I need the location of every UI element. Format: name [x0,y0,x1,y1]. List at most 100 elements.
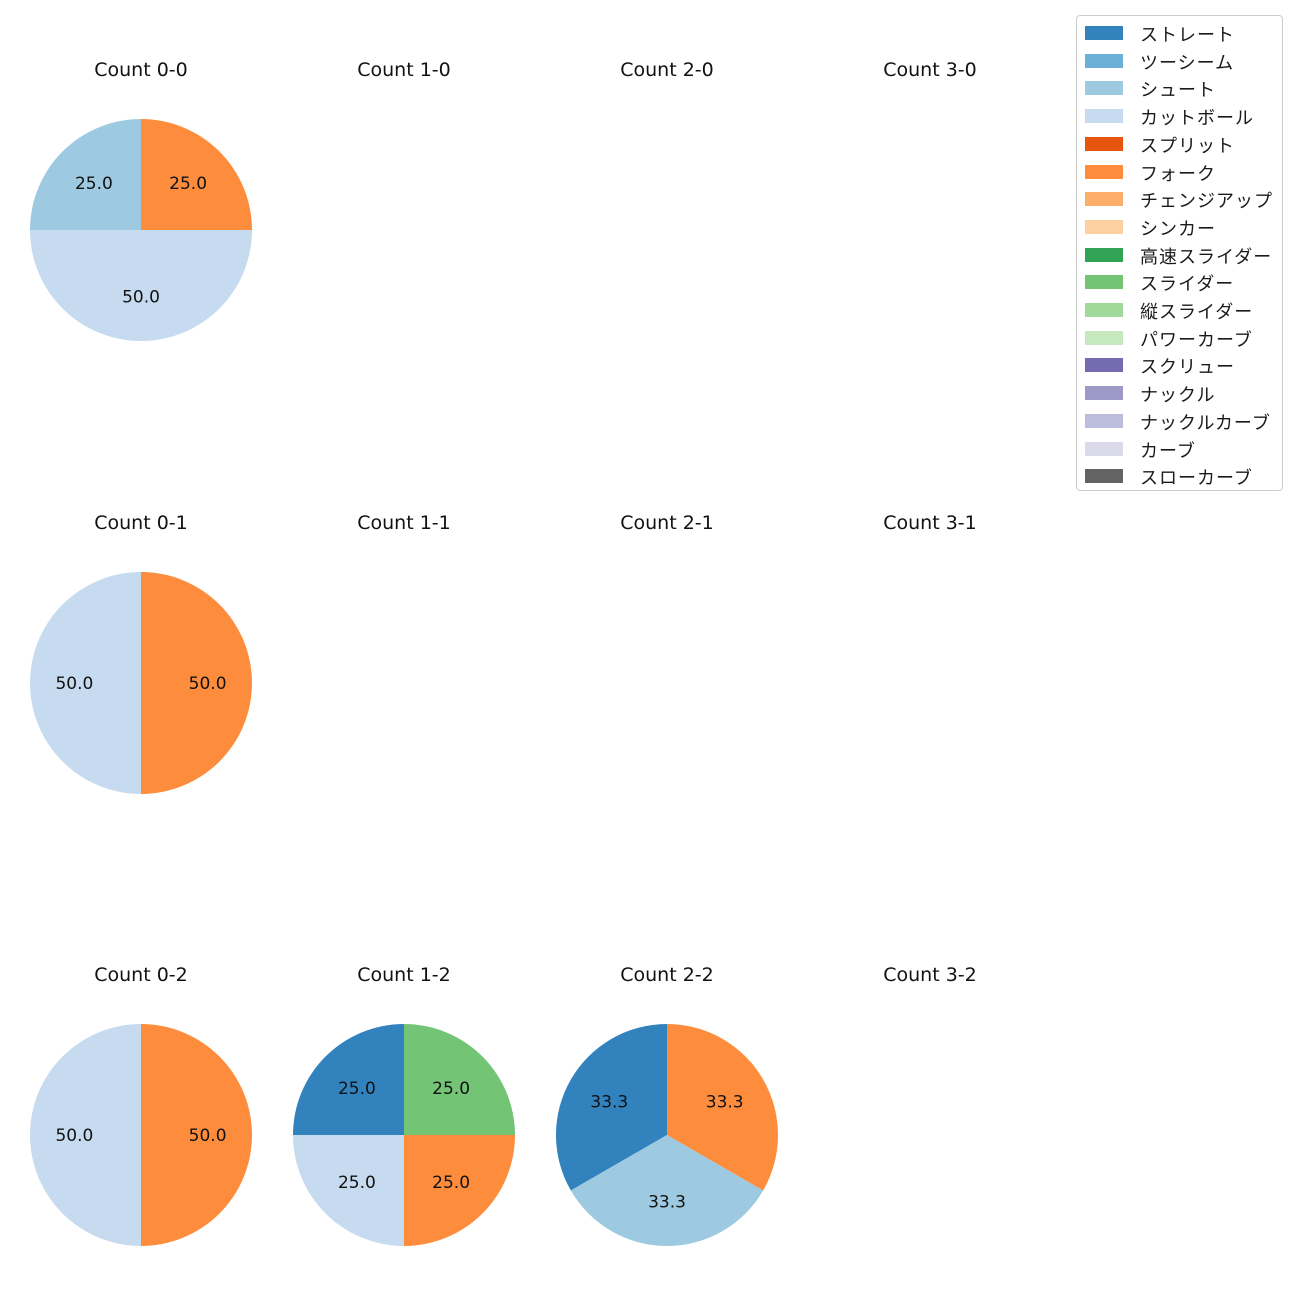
slice-label: 33.3 [648,1193,686,1213]
pie-chart: Count 2-0 [620,59,714,81]
legend-label: チェンジアップ [1140,191,1273,213]
legend-label: カットボール [1140,108,1254,130]
legend-item: ナックル [1077,379,1282,407]
legend-swatch [1085,247,1123,262]
legend-swatch [1085,219,1123,234]
pie-slice [293,1024,404,1135]
pie-slice [141,119,252,230]
pie-slice [30,572,141,794]
pie-chart: Count 0-1 50.0 50.0 [30,512,252,794]
chart-title: Count 2-2 [620,964,714,986]
legend-item: スライダー [1077,268,1282,296]
chart-title: Count 1-2 [357,964,451,986]
pie-slice [30,230,252,341]
chart-title: Count 3-0 [883,59,977,81]
legend-label: シュート [1140,80,1216,102]
legend-label: シンカー [1140,218,1216,240]
legend-label: ナックル [1140,385,1216,407]
legend-item: フォーク [1077,158,1282,186]
chart-title: Count 0-1 [94,512,188,534]
legend-swatch [1085,275,1123,290]
slice-label: 25.0 [338,1079,376,1099]
slice-label: 33.3 [590,1093,628,1113]
slice-label: 25.0 [75,174,113,194]
pie-chart: Count 2-1 [620,512,714,534]
chart-title: Count 0-0 [94,59,188,81]
legend-label: ナックルカーブ [1140,412,1271,434]
slice-label: 50.0 [55,1126,93,1146]
pie-chart: Count 0-2 50.0 50.0 [30,964,252,1246]
pie-slice [30,119,141,230]
slice-label: 50.0 [189,674,227,694]
chart-title: Count 1-0 [357,59,451,81]
pie-slice [555,1024,667,1191]
chart-title: Count 0-2 [94,964,188,986]
legend: ストレートツーシームシュートカットボール スプリットフォークチェンジアップ シンカー… [1076,15,1283,491]
legend-label: 高速スライダー [1140,246,1273,268]
slice-label: 50.0 [122,288,160,308]
slice-label: 25.0 [169,174,207,194]
legend-item: スローカーブ [1077,462,1282,490]
legend-swatch [1085,386,1123,401]
legend-label: パワーカーブ [1140,329,1253,351]
legend-item: ストレート [1077,19,1282,47]
legend-item: ナックルカーブ [1077,407,1282,435]
legend-item: チェンジアップ [1077,185,1282,213]
pie-slice [141,1024,252,1246]
legend-label: フォーク [1140,163,1216,185]
legend-label: 縦スライダー [1140,302,1254,323]
legend-swatch [1085,358,1123,373]
legend-item: カットボール [1077,102,1282,130]
pie-chart: Count 1-2 25.0 25.0 25.0 25.0 [293,964,515,1246]
pie-chart: Count 3-1 [883,512,977,534]
pie-slice [404,1024,515,1135]
slice-label: 50.0 [55,674,93,694]
legend-item: 高速スライダー [1077,241,1282,269]
pie-slice [570,1135,764,1247]
legend-swatch [1085,81,1123,96]
legend-swatch [1085,469,1123,484]
chart-title: Count 2-0 [620,59,714,81]
legend-swatch [1085,26,1123,40]
legend-item: カーブ [1077,435,1282,463]
pie-chart: Count 3-0 [883,59,977,81]
legend-item: スプリット [1077,130,1282,158]
legend-swatch [1085,441,1123,456]
pie-chart: Count 2-2 33.3 33.3 33.3 [555,964,779,1247]
legend-label: スローカーブ [1140,468,1253,490]
legend-label: ストレート [1140,25,1235,46]
legend-item: 縦スライダー [1077,296,1282,324]
legend-swatch [1085,413,1123,428]
legend-swatch [1085,330,1123,345]
pie-slice [30,1024,141,1246]
legend-swatch [1085,192,1123,207]
legend-swatch [1085,303,1123,317]
pie-slice [404,1135,515,1246]
pie-slice [293,1135,404,1246]
legend-swatch [1085,53,1123,68]
legend-label: スプリット [1140,135,1235,157]
pie-slice [141,572,252,794]
legend-swatch [1085,136,1123,151]
legend-label: ツーシーム [1140,52,1235,74]
pie-chart: Count 0-0 25.0 50.0 25.0 [30,59,252,341]
chart-title: Count 2-1 [620,512,714,534]
slice-label: 33.3 [706,1093,744,1113]
legend-swatch [1085,109,1123,124]
chart-title: Count 3-1 [883,512,977,534]
legend-item: パワーカーブ [1077,324,1282,352]
pie-chart: Count 1-1 [357,512,451,534]
pie-chart: Count 1-0 [357,59,451,81]
chart-title: Count 1-1 [357,512,451,534]
legend-item: シュート [1077,74,1282,102]
slice-label: 50.0 [189,1126,227,1146]
legend-label: カーブ [1140,440,1196,462]
legend-item: スクリュー [1077,351,1282,379]
slice-label: 25.0 [338,1173,376,1193]
pie-slice [667,1024,779,1191]
legend-label: スライダー [1140,274,1235,296]
pie-chart: Count 3-2 [883,964,977,986]
legend-item: ツーシーム [1077,47,1282,75]
chart-title: Count 3-2 [883,964,977,986]
